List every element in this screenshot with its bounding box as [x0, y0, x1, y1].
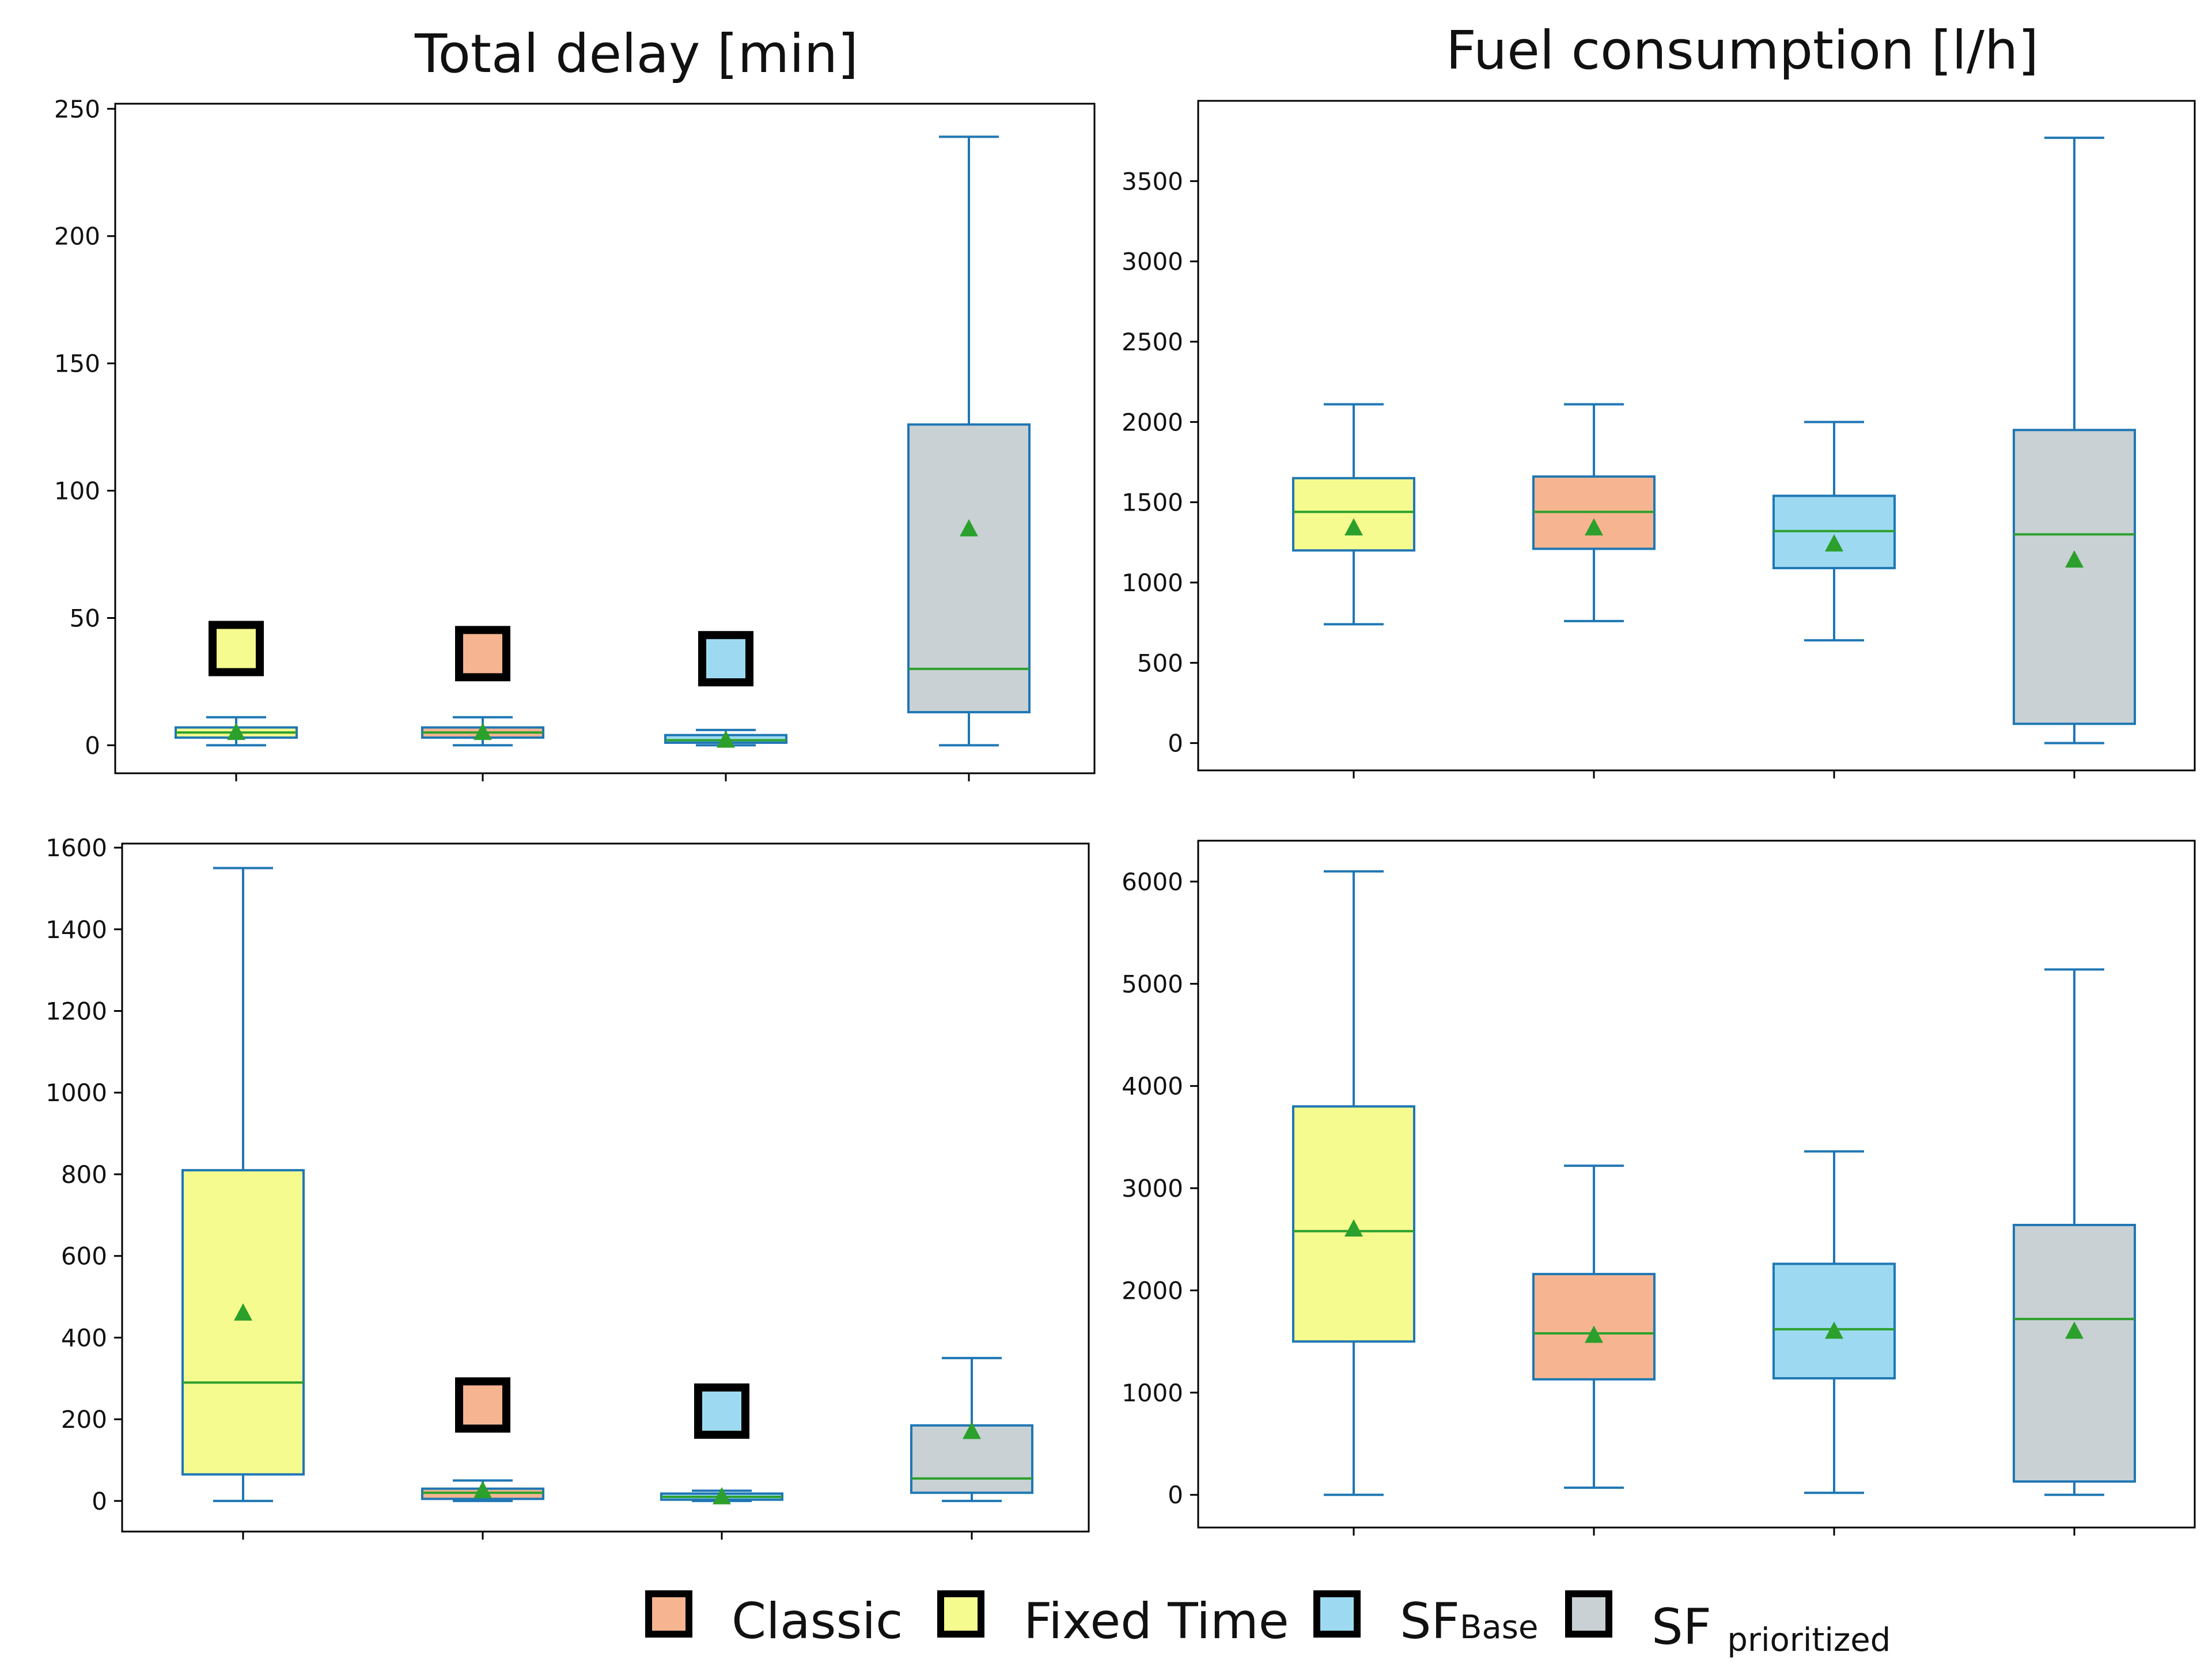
- legend-swatch-sfbase: [1313, 1590, 1361, 1638]
- y-tick-label: 1600: [46, 834, 107, 862]
- box-sf-prioritized: [910, 1424, 1033, 1494]
- legend-swatch-classic: [645, 1590, 692, 1638]
- y-tick-label: 0: [1168, 729, 1183, 758]
- mean-marker: [1825, 1321, 1843, 1339]
- box-fixed-time: [1292, 477, 1415, 552]
- legend-swatch-fixed-time: [937, 1590, 984, 1638]
- y-tick-label: 500: [1137, 649, 1183, 677]
- y-tick-label: 1000: [46, 1079, 107, 1107]
- highlight-square-marker: [455, 626, 510, 682]
- y-tick-label: 600: [61, 1242, 107, 1271]
- highlight-square-marker: [209, 621, 264, 676]
- legend-label-classic: Classic: [732, 1593, 903, 1650]
- y-tick-label: 150: [54, 350, 100, 378]
- y-tick-label: 0: [85, 731, 100, 759]
- mean-marker: [1344, 1219, 1363, 1237]
- y-tick-label: 6000: [1122, 868, 1183, 896]
- legend-label-sf-prioritized-main: SF: [1652, 1598, 1728, 1656]
- legend: Classic Fixed Time SFBase SF prioritized: [645, 1579, 1924, 1659]
- y-tick-label: 3000: [1122, 1174, 1183, 1203]
- mean-marker: [1344, 518, 1363, 536]
- mean-marker: [474, 723, 492, 740]
- y-tick-label: 100: [54, 477, 100, 505]
- plot-frame: [114, 103, 1096, 774]
- y-tick-label: 1500: [1122, 489, 1183, 517]
- plot-frame: [1197, 840, 2196, 1529]
- plot-frame: [1197, 100, 2196, 772]
- box-sfbase: [1772, 1262, 1896, 1380]
- mean-marker: [713, 1487, 731, 1504]
- y-tick-label: 50: [70, 604, 100, 632]
- y-tick-label: 0: [1168, 1481, 1183, 1509]
- legend-label-sfbase: SFBase: [1400, 1593, 1538, 1650]
- mean-marker: [234, 1303, 252, 1321]
- mean-marker: [960, 519, 978, 536]
- mean-marker: [1825, 534, 1843, 552]
- y-tick-label: 4000: [1122, 1072, 1183, 1101]
- mean-marker: [2065, 1321, 2084, 1339]
- box-fixed-time: [181, 1169, 305, 1476]
- highlight-square-marker: [698, 631, 753, 687]
- highlight-square-marker: [455, 1377, 510, 1433]
- box-sf-prioritized: [2013, 1223, 2136, 1483]
- y-tick-label: 3000: [1122, 248, 1183, 276]
- y-tick-label: 2000: [1122, 408, 1183, 436]
- legend-label-sf-prioritized-sub: prioritized: [1727, 1621, 1891, 1659]
- mean-marker: [717, 730, 735, 748]
- column-title-right: Fuel consumption [l/h]: [1446, 20, 2039, 81]
- y-tick-label: 1000: [1122, 569, 1183, 597]
- y-tick-label: 250: [54, 95, 100, 123]
- y-tick-label: 2500: [1122, 328, 1183, 356]
- y-tick-label: 5000: [1122, 970, 1183, 998]
- plot-frame: [121, 842, 1090, 1533]
- y-tick-label: 2000: [1122, 1276, 1183, 1305]
- mean-marker: [227, 723, 245, 740]
- box-sf-prioritized: [907, 423, 1031, 713]
- highlight-square-marker: [694, 1383, 749, 1439]
- mean-marker: [1585, 1325, 1603, 1343]
- y-tick-label: 400: [61, 1324, 107, 1352]
- y-tick-label: 200: [54, 222, 100, 251]
- mean-marker: [474, 1481, 492, 1499]
- box-sf-prioritized: [2013, 429, 2136, 725]
- column-title-left: Total delay [min]: [415, 23, 859, 85]
- y-tick-label: 1400: [46, 916, 107, 944]
- mean-marker: [963, 1422, 981, 1439]
- mean-marker: [2065, 550, 2084, 568]
- legend-label-sfbase-sub: Base: [1460, 1609, 1539, 1646]
- mean-marker: [1585, 518, 1603, 536]
- legend-label-sf-prioritized: SF prioritized: [1652, 1598, 1891, 1659]
- y-tick-label: 1200: [46, 997, 107, 1026]
- legend-label-sfbase-main: SF: [1400, 1593, 1460, 1650]
- y-tick-label: 0: [92, 1487, 107, 1515]
- y-tick-label: 3500: [1122, 167, 1183, 195]
- legend-swatch-sf-prioritized: [1565, 1590, 1612, 1638]
- y-tick-label: 800: [61, 1160, 107, 1189]
- y-tick-label: 200: [61, 1405, 107, 1434]
- legend-label-fixed-time: Fixed Time: [1024, 1593, 1289, 1650]
- y-tick-label: 1000: [1122, 1379, 1183, 1407]
